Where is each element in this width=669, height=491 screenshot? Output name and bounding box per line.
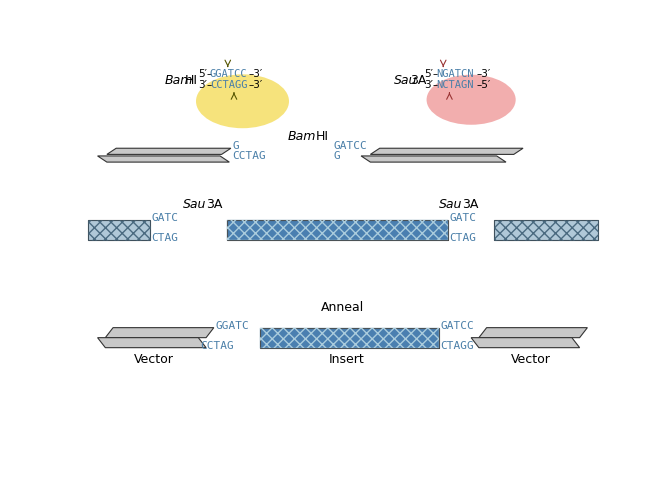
Ellipse shape: [427, 75, 516, 125]
Text: NCTAGN: NCTAGN: [436, 80, 474, 90]
Text: –3′: –3′: [249, 69, 263, 80]
Polygon shape: [361, 156, 506, 162]
Text: G: G: [333, 151, 340, 161]
Text: 3A: 3A: [462, 198, 478, 211]
Text: G: G: [232, 141, 240, 151]
Text: 5′–: 5′–: [198, 69, 213, 80]
Text: GGATCC: GGATCC: [210, 69, 248, 80]
Text: CTAGG: CTAGG: [440, 341, 474, 351]
Text: 5′–: 5′–: [425, 69, 439, 80]
Text: 3′–: 3′–: [198, 80, 213, 90]
Polygon shape: [105, 327, 214, 338]
Polygon shape: [98, 338, 206, 348]
Text: HI: HI: [185, 74, 197, 87]
Text: Insert: Insert: [329, 354, 365, 366]
Ellipse shape: [196, 74, 289, 128]
Polygon shape: [494, 220, 598, 240]
Text: CCTAG: CCTAG: [232, 151, 266, 161]
Text: GATC: GATC: [450, 213, 476, 222]
Text: CTAG: CTAG: [450, 233, 476, 243]
Text: GATCC: GATCC: [440, 321, 474, 331]
Text: GGATC: GGATC: [215, 321, 249, 331]
Text: Vector: Vector: [133, 354, 173, 366]
Polygon shape: [227, 220, 448, 240]
Polygon shape: [371, 148, 523, 154]
Text: GATC: GATC: [151, 213, 178, 222]
Polygon shape: [107, 148, 231, 154]
Polygon shape: [98, 156, 229, 162]
Text: Anneal: Anneal: [321, 301, 364, 314]
Text: NGATCN: NGATCN: [436, 69, 474, 80]
Polygon shape: [88, 220, 149, 240]
Text: Sau: Sau: [438, 198, 462, 211]
Polygon shape: [471, 338, 579, 348]
Text: CTAG: CTAG: [151, 233, 178, 243]
Text: GATCC: GATCC: [333, 141, 367, 151]
Text: CCTAGG: CCTAGG: [210, 80, 248, 90]
Polygon shape: [479, 327, 587, 338]
Text: HI: HI: [316, 130, 329, 143]
Text: 3A: 3A: [206, 198, 223, 211]
Text: Bam: Bam: [165, 74, 193, 87]
Text: –5′: –5′: [476, 80, 491, 90]
Text: 3′–: 3′–: [425, 80, 439, 90]
Text: 3A: 3A: [410, 74, 426, 87]
Text: –3′: –3′: [476, 69, 491, 80]
Text: Sau: Sau: [183, 198, 206, 211]
Text: Sau: Sau: [393, 74, 417, 87]
Text: Vector: Vector: [511, 354, 551, 366]
Text: –3′: –3′: [249, 80, 263, 90]
Text: CCTAG: CCTAG: [200, 341, 233, 351]
Polygon shape: [260, 327, 439, 348]
Text: Bam: Bam: [288, 130, 316, 143]
